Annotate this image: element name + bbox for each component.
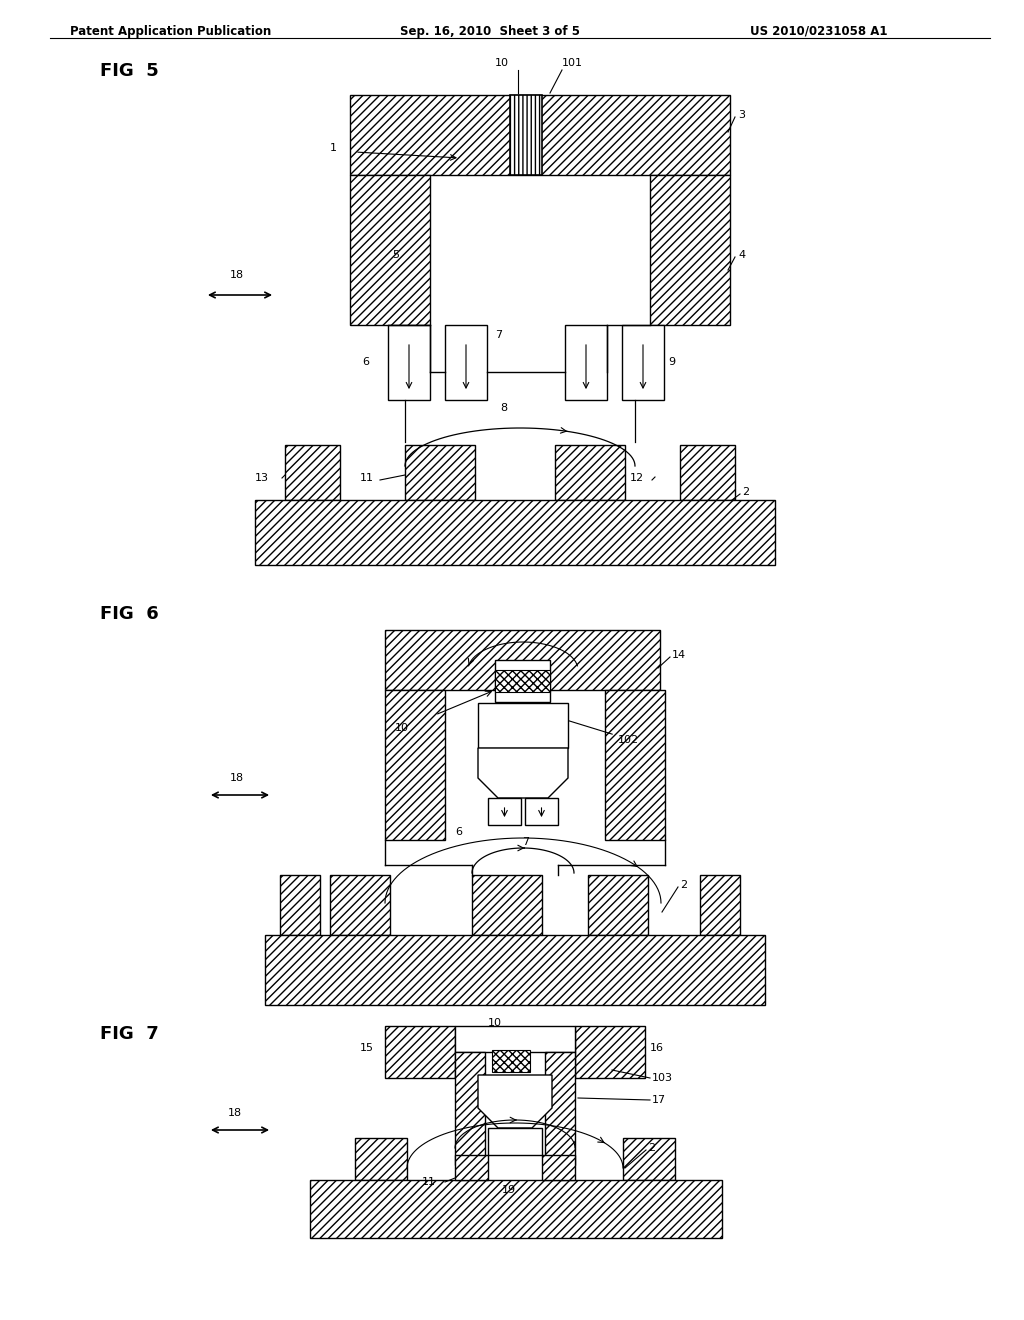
Bar xyxy=(488,1129,542,1155)
Bar xyxy=(285,445,340,500)
Bar xyxy=(478,704,568,748)
Text: 3: 3 xyxy=(738,110,745,120)
Text: Patent Application Publication: Patent Application Publication xyxy=(70,25,271,38)
Text: 12: 12 xyxy=(630,473,644,483)
Bar xyxy=(385,630,660,690)
Bar xyxy=(455,1026,575,1052)
Text: FIG  5: FIG 5 xyxy=(100,62,159,81)
Bar xyxy=(510,95,542,176)
Text: 15: 15 xyxy=(360,1043,374,1053)
Text: 14: 14 xyxy=(672,649,686,660)
Bar xyxy=(280,875,319,935)
Text: 6: 6 xyxy=(455,828,462,837)
Bar xyxy=(605,690,665,840)
Bar xyxy=(650,176,730,325)
Text: 6: 6 xyxy=(362,356,369,367)
Text: Sep. 16, 2010  Sheet 3 of 5: Sep. 16, 2010 Sheet 3 of 5 xyxy=(400,25,580,38)
Bar xyxy=(455,1155,488,1180)
Bar xyxy=(355,1138,407,1180)
Text: 10: 10 xyxy=(488,1018,502,1028)
Bar xyxy=(680,445,735,500)
Bar xyxy=(255,500,775,565)
Text: US 2010/0231058 A1: US 2010/0231058 A1 xyxy=(750,25,888,38)
Bar xyxy=(495,660,550,702)
Text: FIG  7: FIG 7 xyxy=(100,1026,159,1043)
Text: 7: 7 xyxy=(495,330,502,341)
Bar xyxy=(525,799,558,825)
Text: 18: 18 xyxy=(228,1107,242,1118)
Bar xyxy=(385,1026,455,1078)
Text: 16: 16 xyxy=(650,1043,664,1053)
Bar xyxy=(350,95,730,176)
Text: 102: 102 xyxy=(618,735,639,744)
Bar xyxy=(445,325,487,400)
Text: 10: 10 xyxy=(395,723,409,733)
Text: 1: 1 xyxy=(330,143,337,153)
Text: 18: 18 xyxy=(230,774,244,783)
Text: 11: 11 xyxy=(360,473,374,483)
Bar xyxy=(700,875,740,935)
Text: 2: 2 xyxy=(742,487,750,498)
Text: 9: 9 xyxy=(668,356,675,367)
Text: 18: 18 xyxy=(230,271,244,280)
Bar xyxy=(623,1138,675,1180)
Text: 8: 8 xyxy=(500,403,507,413)
Text: 4: 4 xyxy=(738,249,745,260)
Text: 19: 19 xyxy=(502,1185,516,1195)
Bar xyxy=(350,176,430,325)
Bar xyxy=(472,875,542,935)
Text: FIG  6: FIG 6 xyxy=(100,605,159,623)
Text: 101: 101 xyxy=(562,58,583,69)
Bar xyxy=(488,799,521,825)
Bar xyxy=(622,325,664,400)
Bar xyxy=(385,690,445,840)
Text: 17: 17 xyxy=(652,1096,667,1105)
Bar xyxy=(495,671,550,692)
Polygon shape xyxy=(478,1074,552,1129)
Text: 5: 5 xyxy=(392,249,399,260)
Bar xyxy=(542,1155,575,1180)
Bar xyxy=(406,445,475,500)
Polygon shape xyxy=(478,748,568,799)
Bar xyxy=(545,1052,575,1166)
Bar xyxy=(455,1052,485,1166)
Bar xyxy=(265,935,765,1005)
Text: 103: 103 xyxy=(652,1073,673,1082)
Bar xyxy=(555,445,625,500)
Bar xyxy=(575,1026,645,1078)
Bar xyxy=(330,875,390,935)
Bar xyxy=(492,1049,530,1072)
Text: 10: 10 xyxy=(495,58,509,69)
Text: 11: 11 xyxy=(422,1177,436,1187)
Bar xyxy=(565,325,607,400)
Text: 2: 2 xyxy=(680,880,687,890)
Bar xyxy=(310,1180,722,1238)
Bar xyxy=(388,325,430,400)
Bar xyxy=(588,875,648,935)
Text: 2: 2 xyxy=(648,1143,655,1152)
Text: 7: 7 xyxy=(522,837,529,847)
Text: 13: 13 xyxy=(255,473,269,483)
